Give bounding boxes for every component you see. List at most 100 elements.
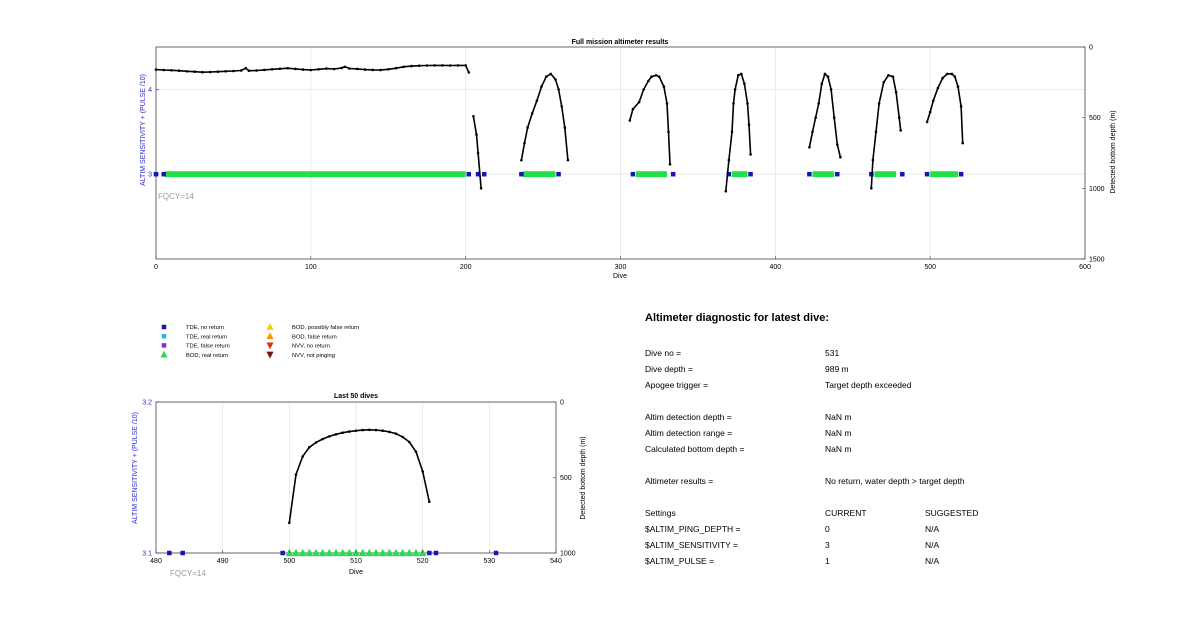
main-xtick-label: 200 bbox=[460, 264, 472, 271]
main-bod-band bbox=[731, 171, 748, 178]
main-ytick-label: 4 bbox=[148, 87, 152, 94]
main-tde-marker bbox=[161, 171, 166, 177]
main-depth-line-point bbox=[733, 88, 737, 91]
main-tde-marker bbox=[835, 171, 840, 177]
setting-row: $ALTIM_SENSITIVITY = 3 N/A bbox=[645, 540, 1165, 556]
apogee-row: Apogee trigger = Target depth exceeded bbox=[645, 380, 1165, 396]
main-bod-band bbox=[812, 171, 835, 178]
main-chart-tick-layer: 0 100 200 300 400 500 600 3 4 0 500 1000 1500 bbox=[148, 45, 1105, 272]
main-depth-line-point bbox=[746, 102, 749, 105]
main-depth-line-point bbox=[472, 115, 475, 118]
last50-chart-grid bbox=[156, 401, 556, 554]
main-depth-line-point bbox=[557, 88, 560, 91]
main-depth-line-point bbox=[224, 70, 227, 73]
detection-range-label: Altim detection range = bbox=[645, 428, 733, 438]
legend-nvv-not-pinging-label: NVV, not pinging bbox=[292, 353, 335, 359]
main-depth-line-point bbox=[201, 70, 204, 74]
last50-depth-line-point bbox=[308, 446, 311, 449]
setting-row: $ALTIM_PING_DEPTH = 0 N/A bbox=[645, 524, 1165, 540]
main-depth-line-point bbox=[642, 88, 645, 91]
legend-bod-possibly-false-return-label: BOD, possibly false return bbox=[292, 325, 359, 331]
main-depth-line-point bbox=[894, 90, 898, 94]
main-depth-line-point bbox=[637, 100, 641, 104]
main-depth-line-point bbox=[950, 72, 954, 76]
dive-no-row: Dive no = 531 bbox=[645, 348, 1165, 364]
main-depth-line-point bbox=[959, 105, 963, 108]
setting-name: $ALTIM_PULSE = bbox=[645, 556, 715, 566]
main-depth-line-point bbox=[317, 68, 320, 71]
dive-no-label: Dive no = bbox=[645, 348, 682, 358]
apogee-label: Apogee trigger = bbox=[645, 380, 709, 390]
last50-tde-marker bbox=[180, 550, 185, 556]
main-depth-line-point bbox=[817, 102, 820, 105]
main-depth-line-point bbox=[662, 85, 666, 88]
main-bod-band bbox=[930, 171, 959, 178]
main-ytick-label: 3 bbox=[148, 172, 152, 179]
last50-depth-line-point bbox=[361, 428, 365, 432]
main-bod-band bbox=[522, 171, 556, 178]
main-depth-line-point bbox=[244, 66, 248, 70]
last50-depth-line-point bbox=[301, 455, 305, 458]
legend-tde-no-return-label: TDE, no return bbox=[186, 325, 224, 331]
main-depth-line-point bbox=[402, 65, 406, 69]
last50-bod-marker bbox=[292, 548, 300, 557]
detection-depth-value: NaN m bbox=[825, 412, 852, 422]
last50-tde-marker bbox=[167, 550, 172, 556]
main-depth-line-point bbox=[410, 64, 413, 68]
main-depth-line-point bbox=[185, 70, 189, 73]
detection-range-value: NaN m bbox=[825, 428, 852, 438]
last50-bod-marker bbox=[332, 548, 340, 557]
main-depth-line-point bbox=[540, 85, 543, 88]
main-depth-line-point bbox=[177, 69, 181, 72]
main-depth-line-point bbox=[394, 66, 398, 70]
last50-depth-line-point bbox=[321, 437, 325, 441]
main-depth-line bbox=[808, 73, 842, 158]
main-depth-line-point bbox=[811, 130, 814, 134]
apogee-value: Target depth exceeded bbox=[825, 380, 912, 390]
dive-no-value: 531 bbox=[825, 348, 840, 358]
main-depth-line-point bbox=[882, 81, 885, 84]
main-tde-marker bbox=[924, 171, 930, 177]
legend-tde-false-return-marker bbox=[161, 343, 167, 348]
main-depth-line-point bbox=[425, 64, 429, 67]
main-bod-band bbox=[635, 171, 667, 178]
main-depth-line-point bbox=[239, 69, 243, 72]
last50-chart-marker-layer bbox=[167, 548, 499, 557]
main-depth-line-point bbox=[874, 130, 878, 134]
main-depth-line-point bbox=[823, 72, 827, 76]
main-depth-line-point bbox=[657, 75, 661, 78]
main-depth-line-point bbox=[286, 66, 289, 70]
legend-bod-false-return-marker bbox=[266, 332, 274, 340]
last50-depth-line-point bbox=[414, 450, 418, 454]
main-tde-marker bbox=[481, 171, 487, 177]
main-chart: Full mission altimeter results 0 100 200 30… bbox=[140, 39, 1117, 280]
main-depth-line-point bbox=[270, 68, 274, 71]
main-depth-line-point bbox=[654, 74, 658, 77]
main-depth-line-point bbox=[870, 187, 873, 190]
main-y2tick-label: 1000 bbox=[1089, 186, 1105, 193]
main-xtick-label: 400 bbox=[769, 264, 781, 271]
main-bod-band bbox=[165, 171, 466, 178]
last50-chart-xlabel: Dive bbox=[349, 569, 363, 576]
last50-bod-marker bbox=[318, 548, 327, 557]
last50-y2tick-label: 0 bbox=[560, 400, 564, 407]
main-depth-line-point bbox=[877, 102, 881, 105]
main-depth-line-point bbox=[829, 88, 833, 91]
main-chart-band-layer bbox=[165, 171, 959, 178]
last50-bod-marker bbox=[358, 548, 367, 557]
last50-bod-marker bbox=[298, 548, 307, 557]
main-tde-marker bbox=[556, 171, 561, 177]
last50-y2tick-label: 500 bbox=[560, 475, 572, 482]
main-depth-line-point bbox=[563, 126, 567, 129]
main-depth-line-point bbox=[263, 68, 266, 72]
bottom-depth-row: Calculated bottom depth = NaN m bbox=[645, 444, 1165, 460]
main-y2tick-label: 1500 bbox=[1089, 257, 1105, 264]
main-depth-line-point bbox=[193, 70, 196, 73]
main-depth-line-point bbox=[255, 69, 258, 72]
main-tde-marker bbox=[958, 171, 964, 177]
last50-depth-line-point bbox=[341, 431, 345, 435]
main-depth-line-point bbox=[464, 64, 468, 67]
main-depth-line-point bbox=[433, 64, 437, 67]
main-depth-line-point bbox=[891, 75, 895, 78]
settings-label: Settings bbox=[645, 508, 676, 518]
